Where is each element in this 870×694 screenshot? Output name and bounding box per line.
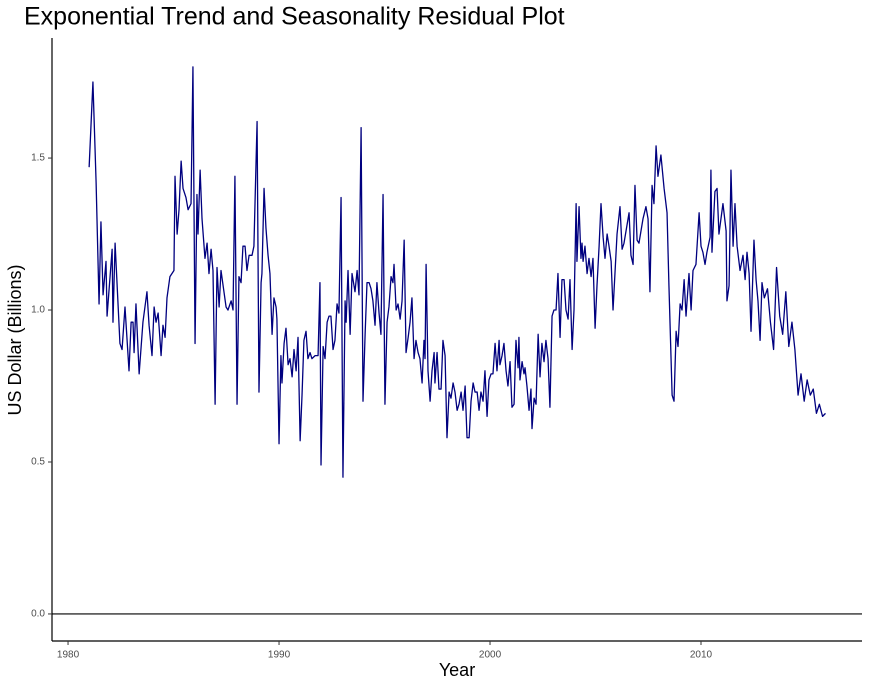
y-tick-label: 1.5 [31,153,45,164]
x-tick-label: 1980 [57,650,80,661]
x-tick-label: 2000 [479,650,502,661]
y-tick-label: 1.0 [31,305,45,316]
x-tick-label: 1990 [268,650,291,661]
x-tick-label: 2010 [690,650,713,661]
y-tick-label: 0.0 [31,609,45,620]
data-line [88,66,826,478]
chart-title: Exponential Trend and Seasonality Residu… [24,3,565,31]
y-axis-label: US Dollar (Billions) [5,264,25,415]
x-axis-label: Year [439,660,475,680]
y-tick-label: 0.5 [31,457,45,468]
